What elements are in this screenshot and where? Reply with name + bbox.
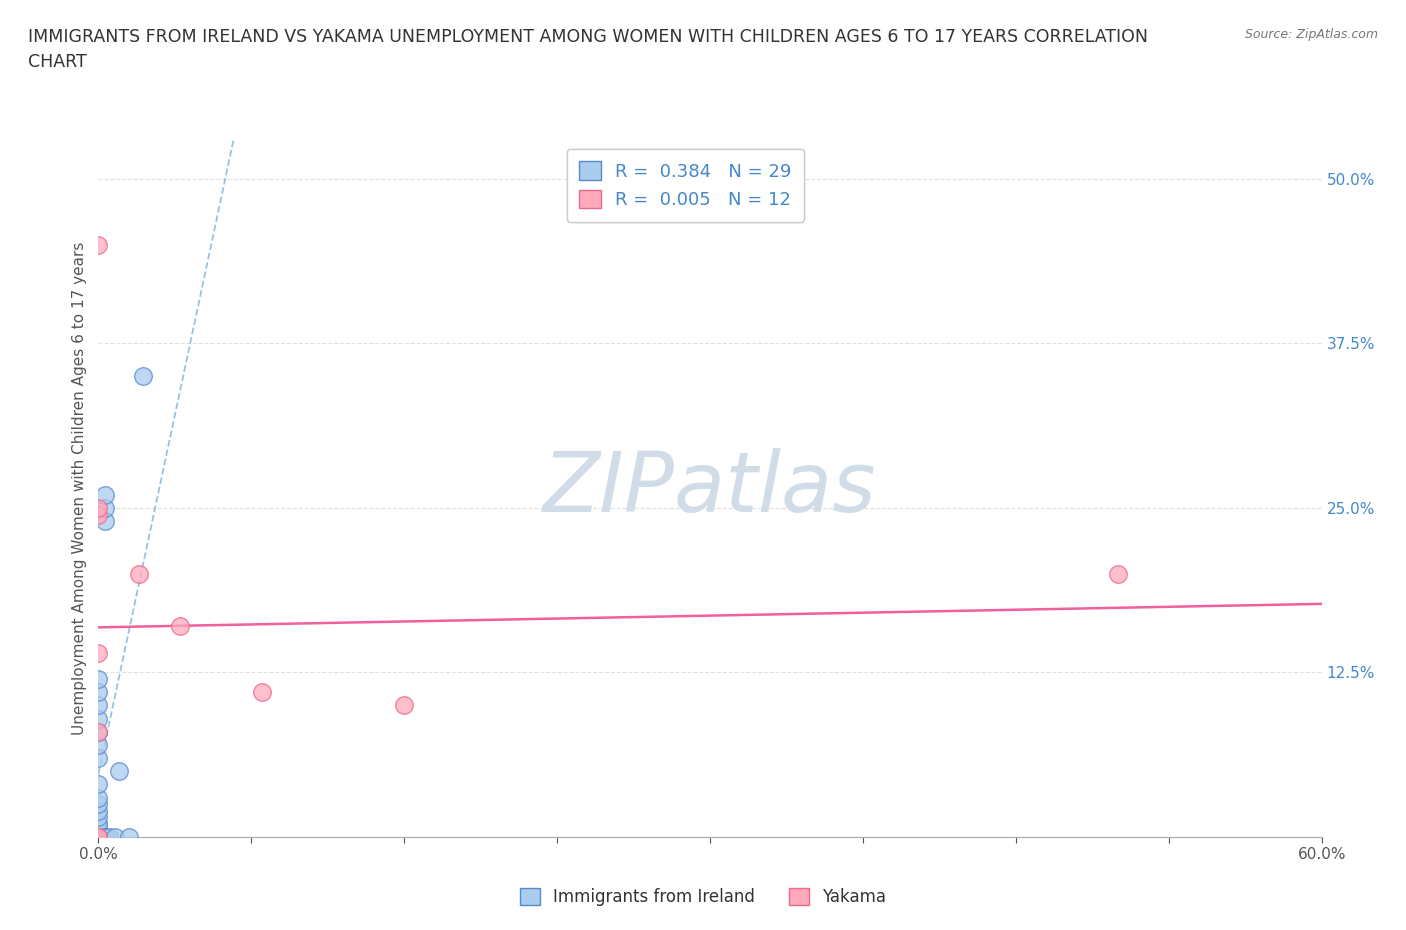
Point xyxy=(87,507,110,522)
Point xyxy=(87,698,110,712)
Point xyxy=(93,830,115,844)
Text: ZIPatlas: ZIPatlas xyxy=(543,447,877,529)
Point xyxy=(1107,566,1129,581)
Point xyxy=(87,237,110,252)
Point xyxy=(87,830,110,844)
Point xyxy=(108,764,131,778)
Point xyxy=(87,711,110,726)
Point xyxy=(169,619,191,634)
Point xyxy=(118,830,141,844)
Point xyxy=(87,830,110,844)
Point xyxy=(104,830,127,844)
Point xyxy=(87,671,110,686)
Y-axis label: Unemployment Among Women with Children Ages 6 to 17 years: Unemployment Among Women with Children A… xyxy=(72,242,87,735)
Point xyxy=(87,823,110,838)
Point xyxy=(93,513,115,528)
Point xyxy=(128,566,150,581)
Point xyxy=(250,684,273,699)
Point xyxy=(87,817,110,831)
Point xyxy=(87,500,110,515)
Point xyxy=(87,645,110,660)
Point xyxy=(87,804,110,818)
Point xyxy=(87,724,110,739)
Point xyxy=(93,487,115,502)
Point xyxy=(87,684,110,699)
Point xyxy=(87,830,110,844)
Point xyxy=(87,751,110,765)
Text: Source: ZipAtlas.com: Source: ZipAtlas.com xyxy=(1244,28,1378,41)
Point xyxy=(87,830,110,844)
Text: IMMIGRANTS FROM IRELAND VS YAKAMA UNEMPLOYMENT AMONG WOMEN WITH CHILDREN AGES 6 : IMMIGRANTS FROM IRELAND VS YAKAMA UNEMPL… xyxy=(28,28,1149,71)
Point xyxy=(87,830,110,844)
Point xyxy=(132,369,155,384)
Legend: R =  0.384   N = 29, R =  0.005   N = 12: R = 0.384 N = 29, R = 0.005 N = 12 xyxy=(567,149,804,221)
Point xyxy=(87,810,110,825)
Point xyxy=(87,777,110,791)
Point xyxy=(87,830,110,844)
Legend: Immigrants from Ireland, Yakama: Immigrants from Ireland, Yakama xyxy=(513,881,893,912)
Point xyxy=(87,817,110,831)
Point xyxy=(93,500,115,515)
Point xyxy=(87,724,110,739)
Point xyxy=(97,830,120,844)
Point xyxy=(87,797,110,812)
Point xyxy=(87,737,110,752)
Point xyxy=(87,790,110,805)
Point xyxy=(93,830,115,844)
Point xyxy=(392,698,416,712)
